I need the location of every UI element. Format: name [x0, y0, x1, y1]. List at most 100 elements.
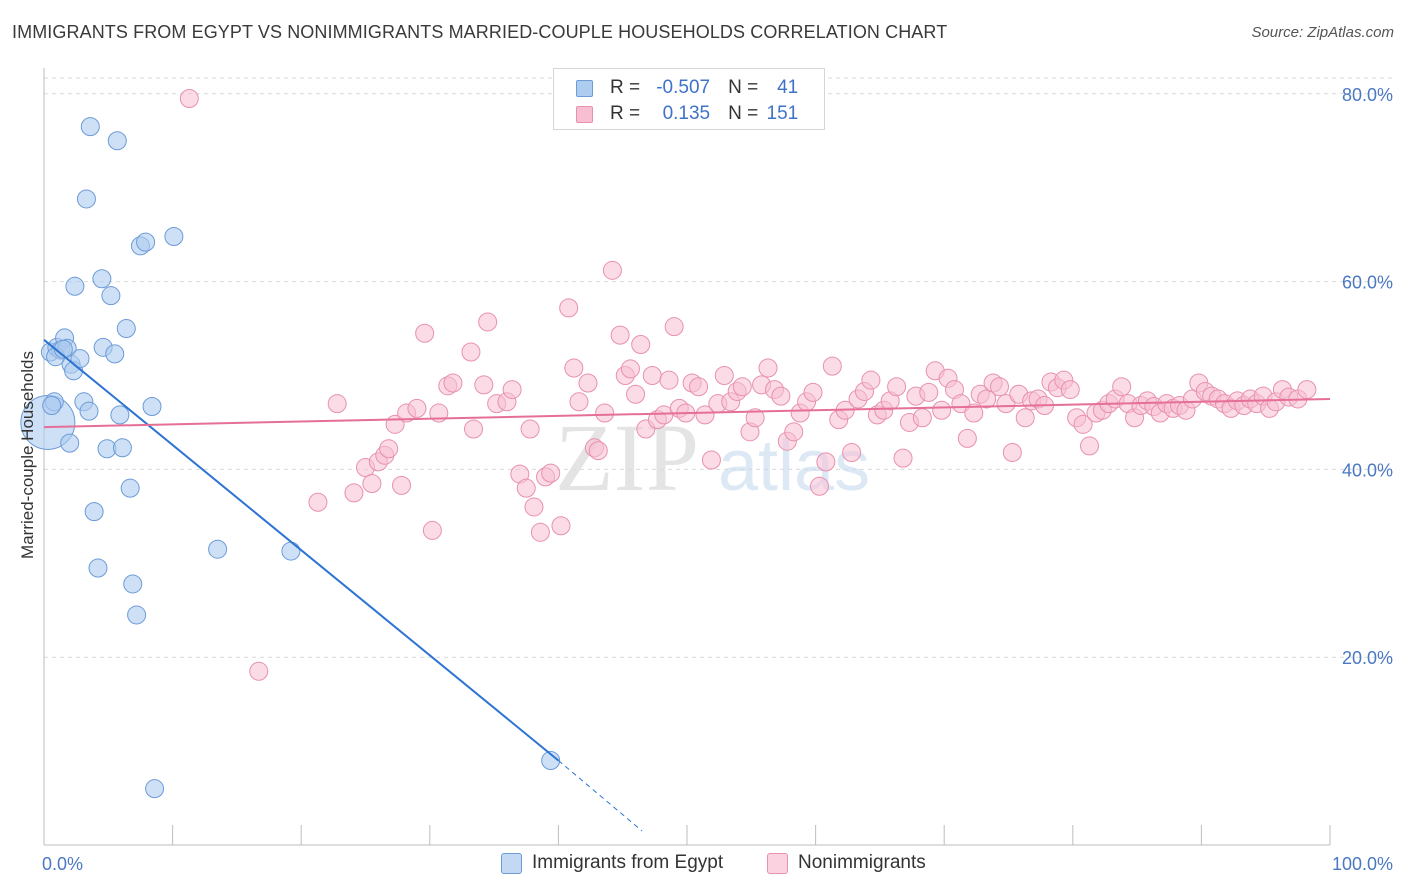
egypt-point: [112, 438, 132, 458]
series-nonimmigrants-points: [179, 88, 1317, 681]
nonimmigrants-point: [714, 365, 734, 385]
nonimmigrants-point: [919, 382, 939, 402]
egypt-point: [80, 117, 100, 137]
legend-label-nonimmigrants: Nonimmigrants: [798, 852, 926, 873]
nonimmigrants-point: [1073, 414, 1093, 434]
nonimmigrants-point: [1002, 442, 1022, 462]
nonimmigrants-point: [822, 356, 842, 376]
egypt-point: [88, 558, 108, 578]
nonimmigrants-point: [478, 312, 498, 332]
egypt-point: [145, 779, 165, 799]
egypt-point: [101, 286, 121, 306]
nonimmigrants-point: [464, 419, 484, 439]
egypt-point: [116, 319, 136, 339]
series-egypt-points: [20, 117, 561, 799]
egypt-point: [79, 401, 99, 421]
nonimmigrants-point: [893, 448, 913, 468]
watermark: ZIP atlas: [555, 404, 870, 511]
nonimmigrants-point: [379, 439, 399, 459]
egypt-point: [127, 605, 147, 625]
nonimmigrants-point: [249, 661, 269, 681]
nonimmigrants-legend-swatch: [767, 852, 788, 874]
egypt-point: [281, 541, 301, 561]
egypt-point: [60, 433, 80, 453]
nonimmigrants-point: [524, 497, 544, 517]
nonimmigrants-point: [951, 394, 971, 414]
egypt-point: [123, 574, 143, 594]
nonimmigrants-point: [551, 516, 571, 536]
nonimmigrants-point: [362, 473, 382, 493]
egypt-legend-swatch: [501, 852, 522, 874]
egypt-trend-extension: [558, 760, 643, 832]
egypt-point: [136, 232, 156, 252]
egypt-point: [92, 269, 112, 289]
egypt-swatch: [576, 79, 593, 97]
nonimmigrants-point: [588, 441, 608, 461]
nonimmigrants-point: [569, 392, 589, 412]
nonimmigrants-point: [745, 408, 765, 428]
egypt-point: [42, 396, 62, 416]
nonimmigrants-point: [1060, 380, 1080, 400]
legend-row-nonimmigrants: R = 0.135 N = 151: [576, 103, 798, 125]
nonimmigrants-point: [443, 373, 463, 393]
nonimmigrants-point: [816, 452, 836, 472]
axes: [43, 68, 1331, 846]
nonimmigrants-point: [803, 382, 823, 402]
legend-label-egypt: Immigrants from Egypt: [532, 852, 724, 873]
legend-item-egypt: Immigrants from Egypt: [501, 852, 723, 874]
nonimmigrants-point: [701, 450, 721, 470]
nonimmigrants-point: [610, 325, 630, 345]
grid-lines: [44, 77, 1393, 658]
nonimmigrants-point: [415, 323, 435, 343]
nonimmigrants-point: [516, 478, 536, 498]
egypt-point: [70, 349, 90, 369]
nonimmigrants-point: [1080, 436, 1100, 456]
nonimmigrants-trend-line: [43, 397, 1331, 429]
nonimmigrants-point: [308, 492, 328, 512]
nonimmigrants-point: [642, 365, 662, 385]
nonimmigrants-point: [407, 398, 427, 418]
nonimmigrants-point: [179, 88, 199, 108]
nonimmigrants-point: [932, 400, 952, 420]
nonimmigrants-point: [989, 377, 1009, 397]
nonimmigrants-point: [595, 403, 615, 423]
nonimmigrants-point: [631, 335, 651, 354]
egypt-point: [164, 227, 184, 247]
nonimmigrants-point: [758, 358, 778, 378]
source-label: Source: ZipAtlas.com: [1251, 24, 1394, 41]
nonimmigrants-point: [461, 342, 481, 362]
x-tick-label: 100.0%: [1332, 854, 1393, 874]
egypt-point: [142, 396, 162, 416]
egypt-point: [208, 539, 228, 559]
r-value-egypt: -0.507: [656, 77, 711, 98]
nonimmigrants-point: [664, 317, 684, 337]
nonimmigrants-point: [559, 298, 579, 318]
nonimmigrants-point: [1297, 380, 1317, 400]
nonimmigrants-point: [502, 380, 522, 400]
y-tick-label: 40.0%: [1342, 460, 1393, 480]
nonimmigrants-point: [602, 260, 622, 280]
egypt-point: [65, 276, 85, 296]
nonimmigrants-swatch: [576, 105, 593, 123]
legend-row-egypt: R = -0.507 N = 41: [576, 77, 798, 99]
nonimmigrants-point: [957, 428, 977, 448]
nonimmigrants-point: [689, 377, 709, 397]
nonimmigrants-point: [771, 386, 791, 406]
nonimmigrants-point: [327, 394, 347, 414]
nonimmigrants-point: [964, 403, 984, 423]
chart-title: IMMIGRANTS FROM EGYPT VS NONIMMIGRANTS M…: [12, 22, 948, 42]
nonimmigrants-point: [659, 370, 679, 390]
nonimmigrants-point: [887, 377, 907, 397]
r-label: R =: [610, 103, 641, 124]
y-tick-label: 80.0%: [1342, 85, 1393, 105]
nonimmigrants-point: [1112, 377, 1132, 397]
nonimmigrants-point: [996, 394, 1016, 414]
x-tick-label: 0.0%: [42, 854, 83, 874]
egypt-point: [76, 189, 96, 209]
nonimmigrants-point: [842, 442, 862, 462]
nonimmigrants-point: [626, 384, 646, 404]
egypt-point: [541, 750, 561, 770]
y-tick-label: 20.0%: [1342, 648, 1393, 668]
nonimmigrants-point: [564, 358, 584, 378]
